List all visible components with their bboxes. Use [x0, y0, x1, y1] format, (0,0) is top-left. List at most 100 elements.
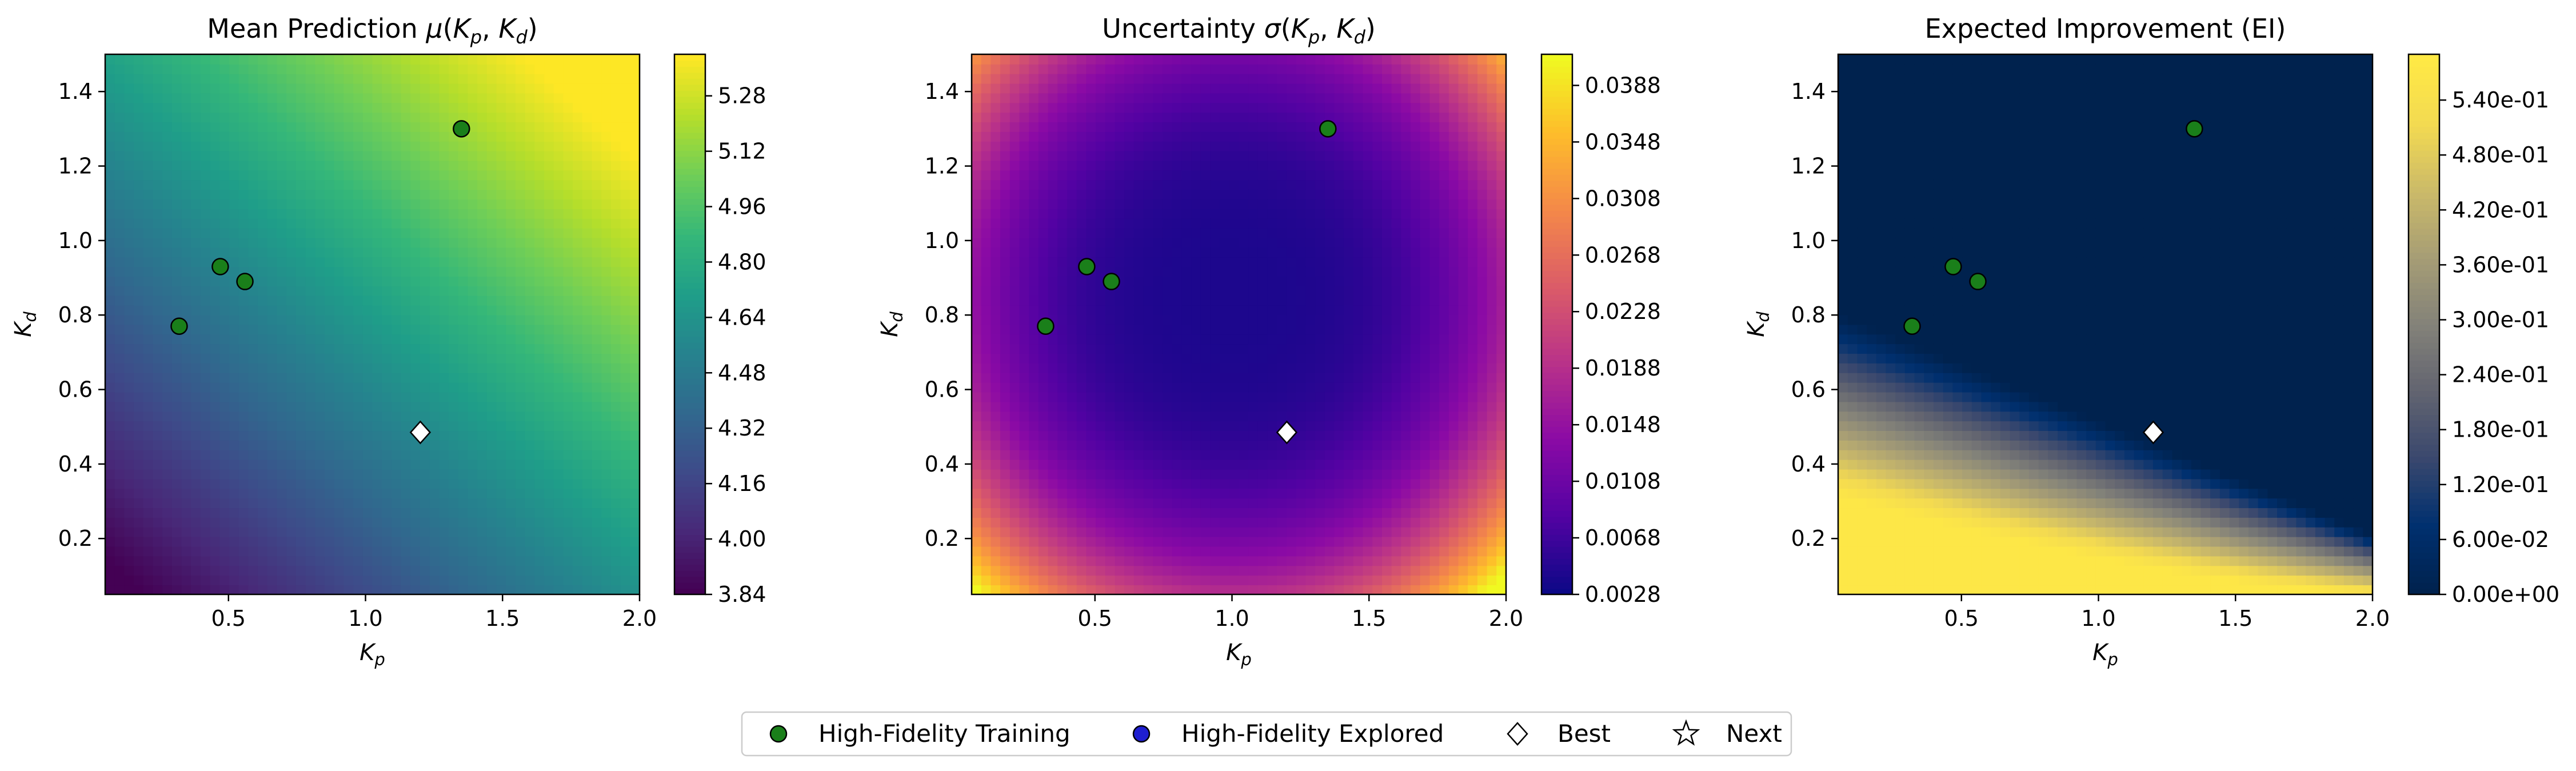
- heatmap-cell: [286, 343, 297, 354]
- heatmap-cell: [277, 353, 287, 363]
- heatmap-cell: [1000, 575, 1011, 586]
- heatmap-cell: [1257, 469, 1268, 480]
- heatmap-cell: [305, 179, 316, 190]
- heatmap-cell: [1172, 295, 1183, 306]
- heatmap-cell: [134, 575, 144, 586]
- heatmap-cell: [1133, 478, 1144, 489]
- heatmap-cell: [1029, 526, 1039, 537]
- heatmap-cell: [1248, 440, 1259, 450]
- heatmap-cell: [582, 488, 593, 499]
- heatmap-cell: [630, 218, 640, 229]
- heatmap-cell: [1229, 83, 1240, 94]
- heatmap-cell: [1105, 401, 1116, 412]
- heatmap-cell: [1086, 585, 1096, 595]
- heatmap-cell: [229, 556, 239, 566]
- heatmap-cell: [401, 266, 412, 277]
- heatmap-cell: [277, 276, 287, 286]
- heatmap-cell: [486, 430, 497, 441]
- heatmap-cell: [1191, 199, 1201, 209]
- heatmap-cell: [544, 102, 554, 113]
- heatmap-cell: [630, 421, 640, 432]
- heatmap-cell: [582, 449, 593, 460]
- heatmap-cell: [1105, 517, 1116, 528]
- colorbar-segment: [674, 552, 705, 559]
- heatmap-cell: [353, 141, 364, 151]
- heatmap-cell: [305, 83, 316, 94]
- heatmap-cell: [439, 63, 449, 74]
- heatmap-cell: [1133, 189, 1144, 200]
- heatmap-cell: [153, 122, 163, 132]
- heatmap-cell: [1076, 556, 1087, 566]
- heatmap-cell: [315, 209, 325, 219]
- heatmap-cell: [153, 276, 163, 286]
- heatmap-cell: [362, 314, 373, 325]
- heatmap-cell: [238, 83, 249, 94]
- heatmap-cell: [582, 314, 593, 325]
- heatmap-cell: [391, 488, 402, 499]
- heatmap-cell: [401, 363, 412, 373]
- heatmap-cell: [1143, 189, 1154, 200]
- heatmap-cell: [506, 237, 516, 248]
- heatmap-cell: [200, 141, 211, 151]
- heatmap-cell: [1181, 430, 1192, 441]
- heatmap-cell: [410, 54, 421, 65]
- heatmap-cell: [124, 131, 134, 142]
- heatmap-cell: [372, 382, 383, 393]
- heatmap-cell: [295, 498, 306, 509]
- heatmap-cell: [258, 247, 268, 258]
- heatmap-cell: [1019, 517, 1030, 528]
- heatmap-cell: [286, 575, 297, 586]
- heatmap-cell: [114, 508, 125, 518]
- heatmap-cell: [219, 517, 230, 528]
- heatmap-cell: [1000, 411, 1011, 422]
- heatmap-cell: [486, 286, 497, 296]
- heatmap-cell: [477, 73, 488, 84]
- heatmap-cell: [1067, 478, 1077, 489]
- heatmap-cell: [553, 122, 564, 132]
- heatmap-cell: [534, 363, 545, 373]
- heatmap-cell: [362, 526, 373, 537]
- heatmap-cell: [601, 401, 612, 412]
- heatmap-cell: [286, 218, 297, 229]
- heatmap-cell: [544, 508, 554, 518]
- heatmap-cell: [277, 343, 287, 354]
- heatmap-cell: [582, 160, 593, 171]
- heatmap-cell: [506, 353, 516, 363]
- heatmap-cell: [162, 508, 173, 518]
- heatmap-cell: [1115, 141, 1125, 151]
- heatmap-cell: [610, 526, 621, 537]
- heatmap-cell: [1076, 93, 1087, 103]
- heatmap-cell: [1115, 401, 1125, 412]
- heatmap-cell: [1200, 469, 1211, 480]
- heatmap-cell: [305, 305, 316, 315]
- heatmap-cell: [1086, 247, 1096, 258]
- heatmap-cell: [391, 421, 402, 432]
- heatmap-cell: [496, 131, 507, 142]
- heatmap-cell: [525, 227, 536, 238]
- heatmap-cell: [1162, 160, 1173, 171]
- heatmap-cell: [134, 556, 144, 566]
- heatmap-cell: [525, 449, 536, 460]
- heatmap-cell: [515, 575, 526, 586]
- heatmap-cell: [1067, 565, 1077, 576]
- heatmap-cell: [334, 73, 345, 84]
- heatmap-cell: [362, 488, 373, 499]
- heatmap-cell: [553, 411, 564, 422]
- heatmap-cell: [429, 141, 440, 151]
- heatmap-cell: [1009, 440, 1020, 450]
- heatmap-cell: [219, 498, 230, 509]
- heatmap-cell: [1067, 305, 1077, 315]
- heatmap-cell: [563, 343, 574, 354]
- heatmap-cell: [1086, 295, 1096, 306]
- heatmap-cell: [1181, 334, 1192, 345]
- heatmap-cell: [534, 54, 545, 65]
- heatmap-cell: [439, 565, 449, 576]
- heatmap-cell: [334, 353, 345, 363]
- heatmap-cell: [506, 102, 516, 113]
- colorbar-segment: [674, 276, 705, 283]
- heatmap-cell: [1200, 517, 1211, 528]
- heatmap-cell: [325, 382, 335, 393]
- heatmap-cell: [981, 247, 992, 258]
- heatmap-cell: [991, 141, 1001, 151]
- heatmap-cell: [620, 401, 631, 412]
